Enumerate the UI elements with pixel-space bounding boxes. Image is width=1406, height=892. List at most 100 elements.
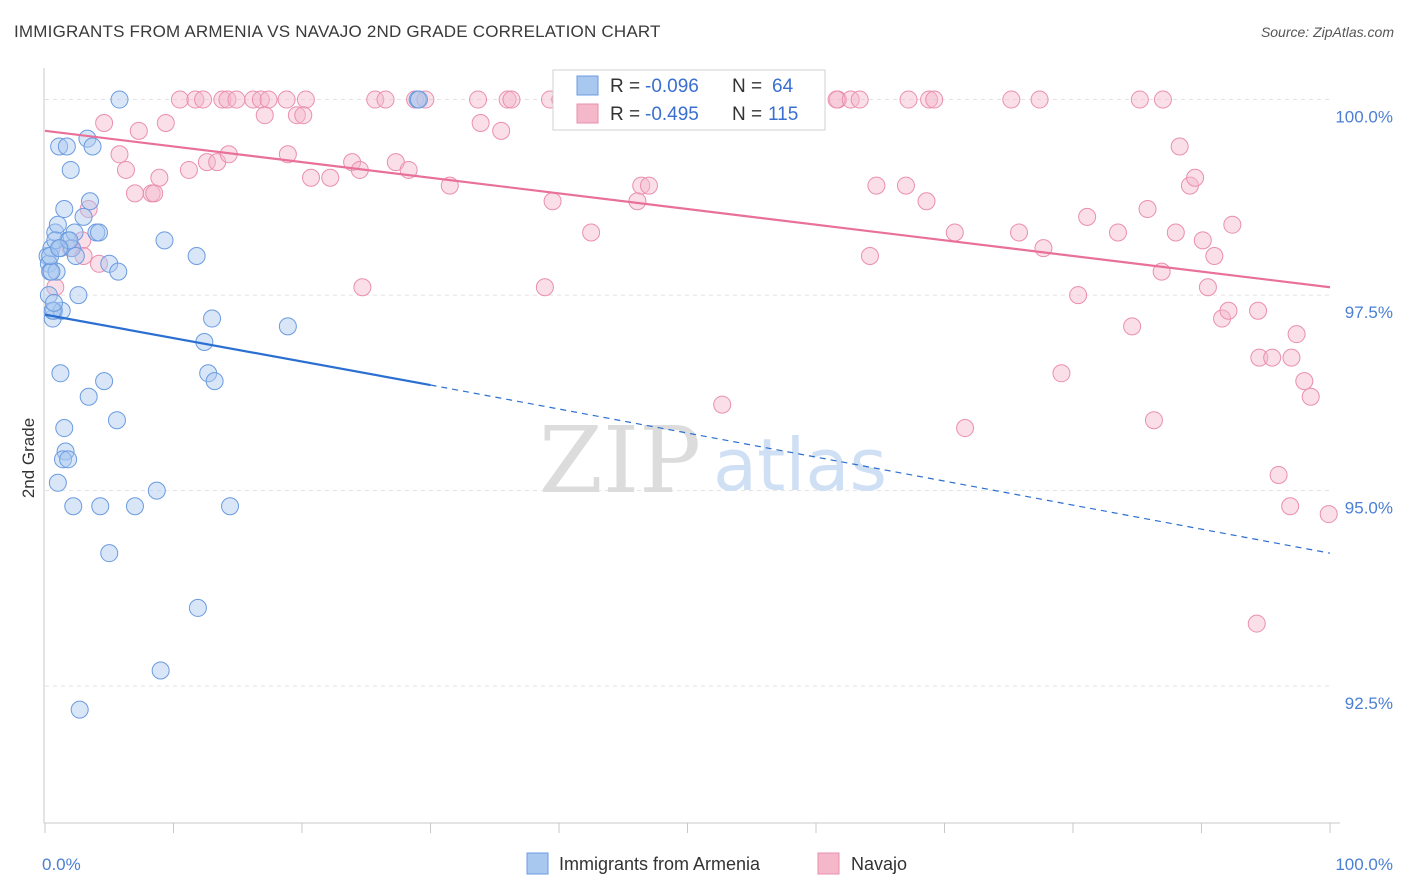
armenia-point-47 — [147, 481, 166, 500]
armenia-point-18 — [66, 246, 85, 265]
chart-title: IMMIGRANTS FROM ARMENIA VS NAVAJO 2ND GR… — [14, 22, 661, 41]
navajo-point-48 — [110, 145, 129, 164]
legend-swatch-armenia — [526, 852, 549, 875]
navajo-point-15 — [469, 90, 488, 109]
navajo-trend-line — [44, 129, 1331, 289]
navajo-point-107 — [1069, 286, 1088, 305]
navajo-point-32 — [850, 90, 869, 109]
navajo-point-11 — [366, 90, 385, 109]
stats-n-value-armenia: 64 — [772, 76, 794, 97]
armenia-point-30 — [110, 90, 129, 109]
navajo-point-3 — [213, 90, 232, 109]
armenia-point-58 — [42, 262, 61, 281]
navajo-point-12 — [376, 90, 395, 109]
navajo-point-68 — [632, 176, 651, 195]
navajo-point-112 — [1144, 411, 1163, 430]
navajo-point-35 — [925, 90, 944, 109]
navajo-point-78 — [1138, 200, 1157, 219]
armenia-point-48 — [188, 598, 207, 617]
armenia-point-63 — [44, 293, 63, 312]
navajo-point-72 — [917, 192, 936, 211]
navajo-point-36 — [1002, 90, 1021, 109]
armenia-point-23 — [83, 137, 102, 156]
navajo-point-16 — [498, 90, 517, 109]
navajo-point-33 — [899, 90, 918, 109]
navajo-point-76 — [1078, 207, 1097, 226]
armenia-point-32 — [409, 90, 428, 109]
armenia-trend-extension — [430, 384, 1331, 554]
trend-lines — [44, 129, 1331, 554]
y-tick-labels: 100.0% 97.5% 95.0% 92.5% — [1335, 108, 1393, 714]
navajo-point-34 — [920, 90, 939, 109]
armenia-point-7 — [47, 262, 66, 281]
navajo-point-30 — [827, 90, 846, 109]
y-axis-label: 2nd Grade — [19, 418, 38, 498]
navajo-point-95 — [1295, 372, 1314, 391]
armenia-point-44 — [95, 372, 114, 391]
navajo-point-69 — [639, 176, 658, 195]
watermark-atlas: atlas — [713, 423, 887, 507]
legend-swatch-navajo — [817, 852, 840, 875]
navajo-point-65 — [543, 192, 562, 211]
axes — [43, 68, 1340, 833]
armenia-point-9 — [50, 137, 69, 156]
stats-swatch-armenia — [576, 75, 599, 96]
navajo-point-59 — [321, 168, 340, 187]
armenia-point-62 — [50, 239, 69, 258]
armenia-point-28 — [155, 231, 174, 250]
navajo-point-14 — [416, 90, 435, 109]
navajo-point-49 — [116, 160, 135, 179]
navajo-point-53 — [179, 160, 198, 179]
navajo-point-37 — [1030, 90, 1049, 109]
navajo-point-5 — [227, 90, 246, 109]
navajo-point-73 — [945, 223, 964, 242]
navajo-point-40 — [95, 114, 114, 133]
navajo-point-6 — [244, 90, 263, 109]
navajo-points — [46, 90, 1338, 633]
armenia-point-12 — [55, 200, 74, 219]
armenia-point-51 — [203, 309, 222, 328]
navajo-point-94 — [1287, 325, 1306, 344]
navajo-point-93 — [1282, 348, 1301, 367]
gridlines — [45, 99, 1330, 687]
stats-swatch-navajo — [576, 103, 599, 124]
armenia-point-19 — [69, 286, 88, 305]
stats-r-value-navajo: -0.495 — [645, 104, 699, 125]
navajo-point-9 — [277, 90, 296, 109]
navajo-point-60 — [343, 153, 362, 172]
navajo-point-104 — [353, 278, 372, 297]
armenia-point-22 — [80, 192, 99, 211]
navajo-point-50 — [150, 168, 169, 187]
navajo-point-109 — [1052, 364, 1071, 383]
armenia-point-40 — [64, 497, 83, 516]
y-tick-label-0: 100.0% — [1335, 108, 1393, 127]
stats-n-label-navajo: N = — [732, 104, 762, 125]
legend-label-navajo: Navajo — [851, 854, 907, 874]
armenia-point-38 — [53, 450, 72, 469]
navajo-point-97 — [125, 184, 144, 203]
armenia-point-45 — [107, 411, 126, 430]
navajo-point-70 — [867, 176, 886, 195]
x-tick-label-1: 100.0% — [1335, 855, 1393, 874]
navajo-point-116 — [1247, 614, 1266, 633]
stats-box: R = -0.096 N = 64 R = -0.495 N = 115 — [552, 69, 826, 131]
legend: Immigrants from Armenia Navajo — [526, 852, 907, 875]
armenia-point-15 — [61, 160, 80, 179]
navajo-point-113 — [1269, 465, 1288, 484]
armenia-point-54 — [205, 372, 224, 391]
armenia-point-20 — [74, 207, 93, 226]
stats-n-label-armenia: N = — [732, 76, 762, 97]
y-tick-label-3: 92.5% — [1345, 694, 1393, 713]
x-tick-label-0: 0.0% — [42, 855, 81, 874]
navajo-point-52 — [145, 184, 164, 203]
navajo-point-2 — [194, 90, 213, 109]
stats-n-value-navajo: 115 — [768, 104, 798, 125]
armenia-point-61 — [41, 246, 60, 265]
stats-r-label-armenia: R = — [610, 76, 640, 97]
armenia-point-50 — [70, 700, 89, 719]
x-tick-labels: 0.0% 100.0% — [42, 855, 1393, 874]
navajo-point-81 — [1170, 137, 1189, 156]
navajo-point-17 — [502, 90, 521, 109]
navajo-point-89 — [1219, 301, 1238, 320]
